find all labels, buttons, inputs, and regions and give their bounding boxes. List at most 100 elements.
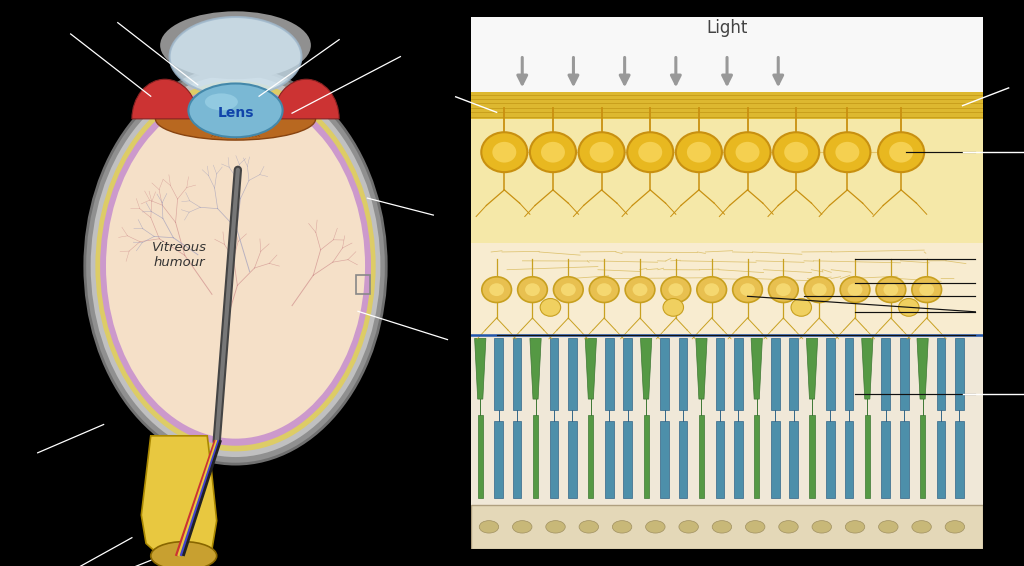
Ellipse shape: [713, 521, 731, 533]
Bar: [477, 415, 483, 498]
Circle shape: [530, 132, 575, 172]
Circle shape: [735, 142, 760, 162]
Bar: [513, 422, 521, 498]
Bar: [845, 422, 853, 498]
Bar: [568, 422, 577, 498]
Circle shape: [664, 298, 684, 316]
Bar: [624, 422, 632, 498]
Bar: [826, 422, 835, 498]
Polygon shape: [141, 436, 217, 560]
Circle shape: [482, 277, 512, 302]
Ellipse shape: [612, 521, 632, 533]
Ellipse shape: [580, 521, 598, 533]
Bar: [660, 422, 669, 498]
Bar: [660, 338, 669, 410]
Circle shape: [889, 142, 913, 162]
Polygon shape: [807, 338, 818, 399]
Wedge shape: [132, 79, 198, 119]
Polygon shape: [862, 338, 873, 399]
Ellipse shape: [745, 521, 765, 533]
Circle shape: [899, 298, 920, 316]
Circle shape: [705, 283, 719, 296]
Bar: [471, 336, 983, 505]
Polygon shape: [918, 338, 929, 399]
Circle shape: [876, 277, 905, 302]
Bar: [734, 422, 742, 498]
Polygon shape: [530, 338, 541, 399]
Bar: [513, 338, 521, 410]
Ellipse shape: [100, 86, 371, 446]
Bar: [865, 415, 870, 498]
Ellipse shape: [513, 521, 532, 533]
Bar: [826, 338, 835, 410]
Circle shape: [884, 283, 898, 296]
Ellipse shape: [845, 521, 864, 533]
Ellipse shape: [679, 521, 698, 533]
Bar: [471, 243, 983, 336]
Bar: [845, 338, 853, 410]
Bar: [471, 505, 983, 549]
Circle shape: [725, 132, 770, 172]
Bar: [588, 415, 594, 498]
Circle shape: [627, 132, 674, 172]
Circle shape: [518, 277, 547, 302]
Circle shape: [669, 283, 683, 296]
Circle shape: [768, 277, 798, 302]
Circle shape: [697, 277, 727, 302]
Circle shape: [561, 283, 575, 296]
Circle shape: [633, 283, 647, 296]
Circle shape: [824, 132, 870, 172]
Bar: [568, 338, 577, 410]
Ellipse shape: [205, 93, 238, 110]
Bar: [643, 415, 649, 498]
Bar: [790, 338, 798, 410]
Bar: [900, 422, 908, 498]
Circle shape: [525, 283, 540, 296]
Bar: [754, 415, 760, 498]
Circle shape: [541, 298, 561, 316]
Bar: [550, 338, 558, 410]
Bar: [355, 275, 370, 294]
Circle shape: [597, 283, 611, 296]
Text: Vitreous
humour: Vitreous humour: [152, 241, 207, 269]
Polygon shape: [586, 338, 596, 399]
Ellipse shape: [151, 542, 217, 566]
Bar: [955, 422, 964, 498]
Bar: [550, 422, 558, 498]
Circle shape: [590, 142, 613, 162]
Bar: [679, 422, 687, 498]
Ellipse shape: [912, 521, 932, 533]
Bar: [471, 119, 983, 243]
Bar: [624, 338, 632, 410]
Circle shape: [773, 132, 819, 172]
Ellipse shape: [95, 80, 376, 452]
Bar: [771, 422, 779, 498]
Circle shape: [662, 277, 690, 302]
Polygon shape: [475, 338, 486, 399]
Circle shape: [489, 283, 504, 296]
Wedge shape: [273, 79, 339, 119]
Bar: [605, 422, 613, 498]
Bar: [495, 422, 503, 498]
Bar: [937, 422, 945, 498]
Ellipse shape: [160, 11, 311, 79]
Bar: [471, 17, 983, 92]
Ellipse shape: [188, 83, 283, 137]
Bar: [882, 422, 890, 498]
Ellipse shape: [646, 521, 666, 533]
Text: Light: Light: [707, 19, 748, 37]
Ellipse shape: [479, 521, 499, 533]
Circle shape: [879, 132, 924, 172]
Circle shape: [776, 283, 791, 296]
Ellipse shape: [85, 68, 386, 464]
Bar: [605, 338, 613, 410]
Ellipse shape: [778, 521, 799, 533]
Bar: [790, 422, 798, 498]
Circle shape: [848, 283, 862, 296]
Circle shape: [805, 277, 834, 302]
Bar: [495, 338, 503, 410]
Circle shape: [812, 283, 826, 296]
Ellipse shape: [546, 521, 565, 533]
Bar: [771, 338, 779, 410]
Circle shape: [733, 277, 762, 302]
